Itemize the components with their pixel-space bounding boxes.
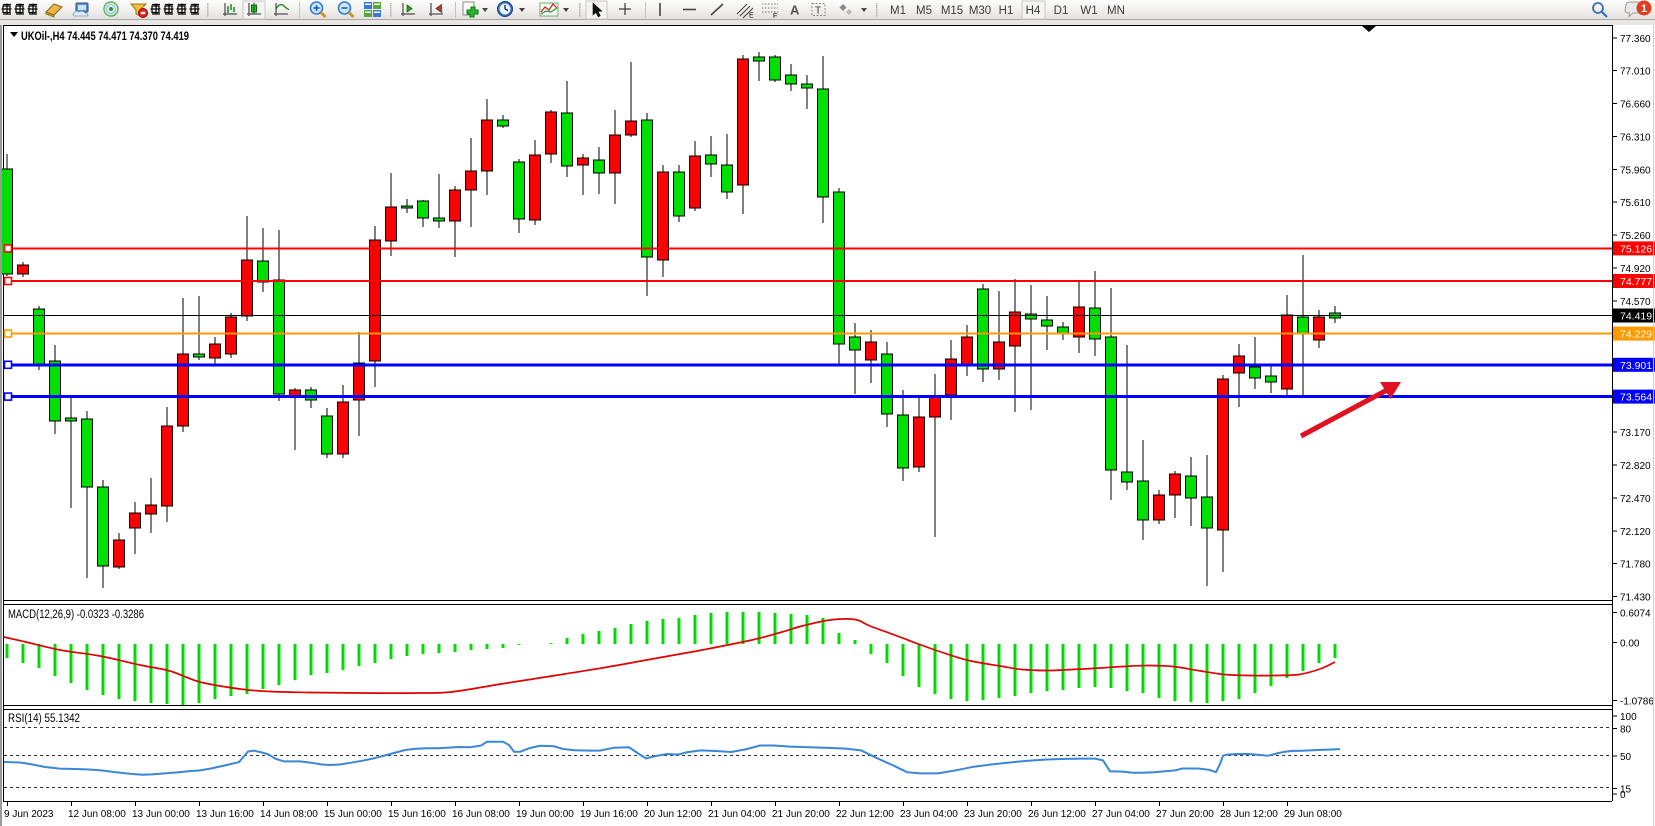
svg-text:26 Jun 12:00: 26 Jun 12:00 — [1028, 809, 1086, 820]
svg-text:76.310: 76.310 — [1620, 132, 1651, 143]
svg-text:15 Jun 16:00: 15 Jun 16:00 — [388, 809, 446, 820]
svg-text:14 Jun 08:00: 14 Jun 08:00 — [260, 809, 318, 820]
svg-text:23 Jun 04:00: 23 Jun 04:00 — [900, 809, 958, 820]
svg-text:75.260: 75.260 — [1620, 231, 1651, 242]
svg-text:0: 0 — [1620, 790, 1626, 801]
svg-text:71.430: 71.430 — [1620, 593, 1651, 604]
svg-text:29 Jun 08:00: 29 Jun 08:00 — [1284, 809, 1342, 820]
svg-text:23 Jun 20:00: 23 Jun 20:00 — [964, 809, 1022, 820]
svg-text:50: 50 — [1620, 752, 1632, 763]
svg-text:H1: H1 — [999, 5, 1014, 17]
svg-text:RSI(14) 55.1342: RSI(14) 55.1342 — [8, 713, 80, 725]
svg-text:74.777: 74.777 — [1620, 276, 1652, 288]
svg-text:76.660: 76.660 — [1620, 100, 1651, 111]
svg-text:0.6074: 0.6074 — [1620, 608, 1651, 619]
svg-text:71.780: 71.780 — [1620, 560, 1651, 571]
svg-text:T: T — [815, 6, 821, 17]
svg-text:75.610: 75.610 — [1620, 198, 1651, 209]
svg-text:MN: MN — [1107, 5, 1125, 17]
svg-text:74.419: 74.419 — [1620, 311, 1652, 323]
svg-text:73.170: 73.170 — [1620, 428, 1651, 439]
svg-text:0.00: 0.00 — [1620, 639, 1640, 650]
svg-text:21 Jun 20:00: 21 Jun 20:00 — [772, 809, 830, 820]
svg-text:9 Jun 2023: 9 Jun 2023 — [4, 809, 54, 820]
svg-text:12 Jun 08:00: 12 Jun 08:00 — [68, 809, 126, 820]
svg-text:MACD(12,26,9) -0.0323 -0.3286: MACD(12,26,9) -0.0323 -0.3286 — [8, 609, 144, 621]
svg-text:77.360: 77.360 — [1620, 34, 1651, 45]
svg-text:F: F — [773, 13, 777, 20]
svg-text:75.960: 75.960 — [1620, 165, 1651, 176]
svg-text:21 Jun 04:00: 21 Jun 04:00 — [708, 809, 766, 820]
svg-text:13 Jun 00:00: 13 Jun 00:00 — [132, 809, 190, 820]
svg-text:80: 80 — [1620, 725, 1632, 736]
svg-text:E: E — [749, 13, 754, 20]
svg-text:13 Jun 16:00: 13 Jun 16:00 — [196, 809, 254, 820]
svg-text:16 Jun 08:00: 16 Jun 08:00 — [452, 809, 510, 820]
svg-text:M5: M5 — [916, 5, 932, 17]
svg-text:1: 1 — [1641, 3, 1647, 15]
svg-text:74.920: 74.920 — [1620, 264, 1651, 275]
svg-text:D1: D1 — [1054, 5, 1069, 17]
svg-text:M1: M1 — [890, 5, 906, 17]
svg-text:19 Jun 16:00: 19 Jun 16:00 — [580, 809, 638, 820]
svg-text:19 Jun 00:00: 19 Jun 00:00 — [516, 809, 574, 820]
svg-text:27 Jun 20:00: 27 Jun 20:00 — [1156, 809, 1214, 820]
svg-text:22 Jun 12:00: 22 Jun 12:00 — [836, 809, 894, 820]
svg-text:77.010: 77.010 — [1620, 67, 1651, 78]
svg-text:100: 100 — [1620, 712, 1637, 723]
svg-text:15: 15 — [1620, 785, 1632, 796]
svg-text:28 Jun 12:00: 28 Jun 12:00 — [1220, 809, 1278, 820]
svg-text:74.570: 74.570 — [1620, 297, 1651, 308]
svg-text:20 Jun 12:00: 20 Jun 12:00 — [644, 809, 702, 820]
svg-text:UKOil-,H4 74.445 74.471 74.37: UKOil-,H4 74.445 74.471 74.370 74.419 — [21, 31, 189, 43]
svg-text:73.901: 73.901 — [1620, 360, 1652, 372]
svg-text:72.120: 72.120 — [1620, 527, 1651, 538]
svg-text:15 Jun 00:00: 15 Jun 00:00 — [324, 809, 382, 820]
svg-text:74.229: 74.229 — [1620, 329, 1652, 341]
svg-text:72.470: 72.470 — [1620, 494, 1651, 505]
svg-text:72.820: 72.820 — [1620, 461, 1651, 472]
svg-text:27 Jun 04:00: 27 Jun 04:00 — [1092, 809, 1150, 820]
svg-text:-1.0786: -1.0786 — [1620, 697, 1654, 708]
svg-text:H4: H4 — [1026, 5, 1041, 17]
svg-text:M15: M15 — [941, 5, 963, 17]
svg-text:W1: W1 — [1080, 5, 1097, 17]
svg-text:A: A — [790, 3, 800, 18]
svg-text:75.126: 75.126 — [1620, 243, 1652, 255]
svg-text:M30: M30 — [969, 5, 991, 17]
svg-text:73.564: 73.564 — [1620, 392, 1652, 404]
